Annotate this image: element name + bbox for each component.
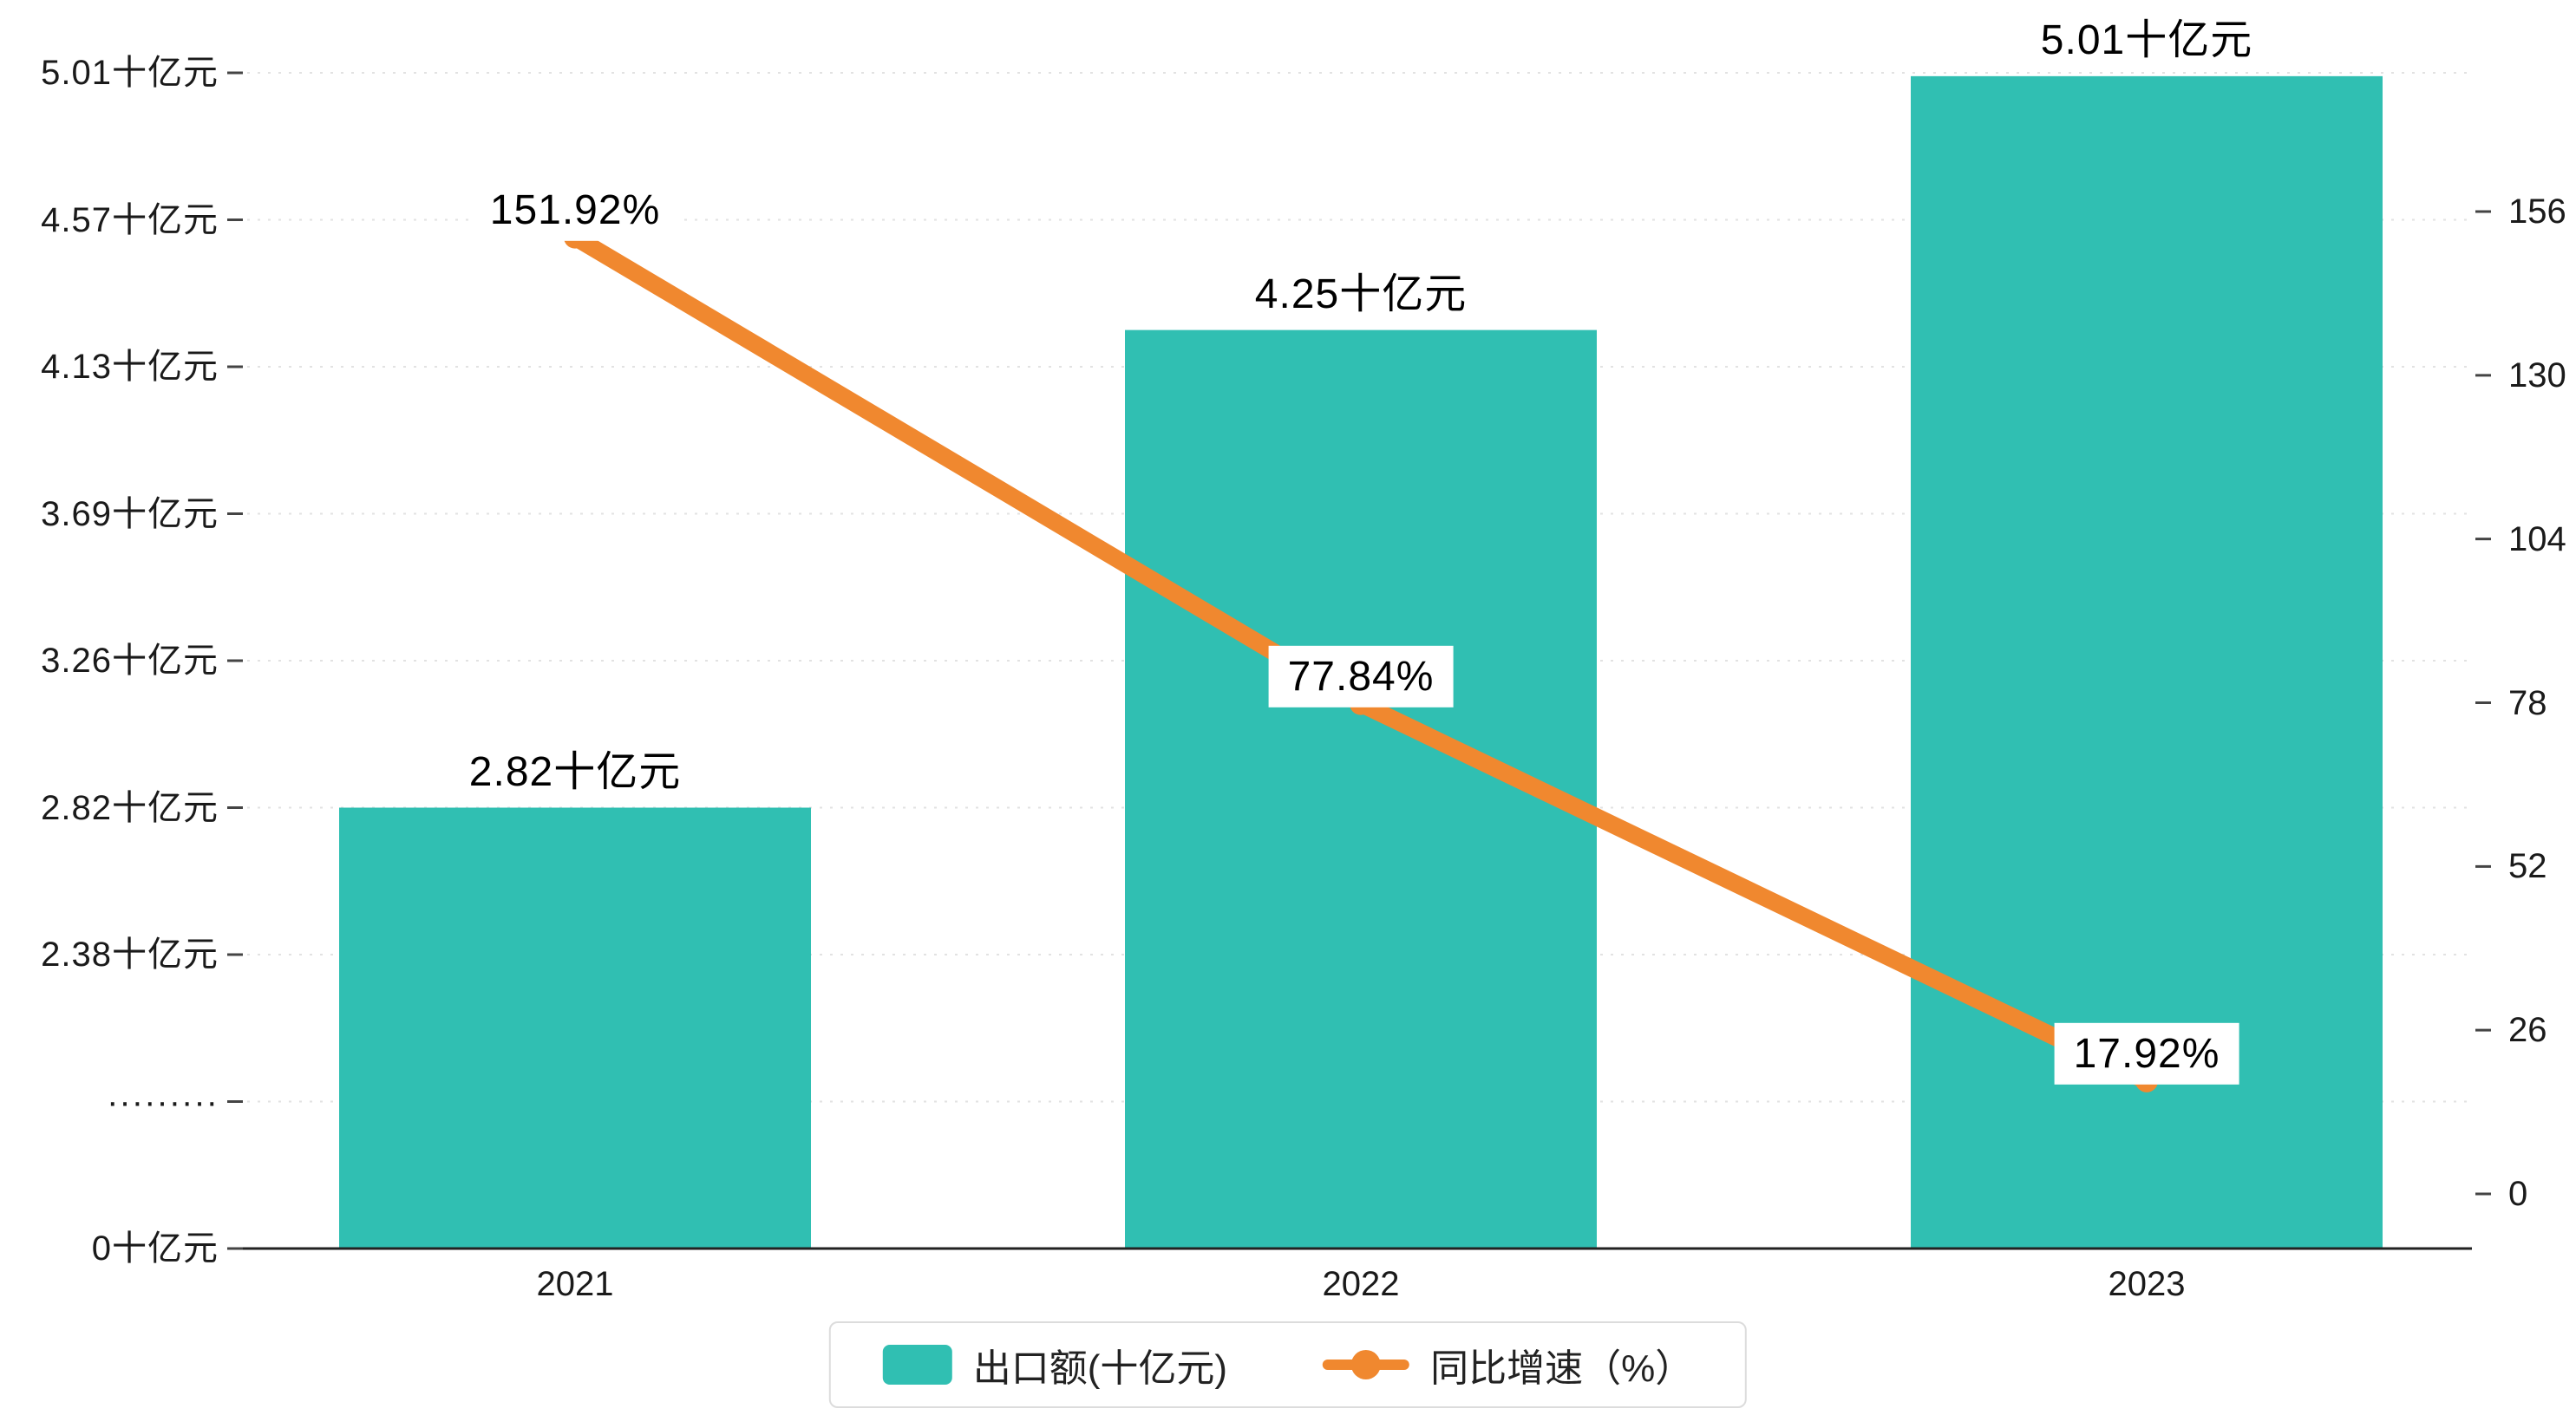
- right-axis-label: 0: [2508, 1175, 2528, 1213]
- left-axis-label: 4.57十亿元: [41, 200, 219, 239]
- legend-label-growth: 同比增速（%）: [1430, 1347, 1694, 1390]
- left-axis-label: 2.82十亿元: [41, 788, 219, 827]
- right-axis-label: 78: [2508, 683, 2547, 722]
- left-axis-label: 2.38十亿元: [41, 936, 219, 974]
- left-axis-label: 0十亿元: [91, 1229, 219, 1268]
- line-series-dot-icon: [1351, 1350, 1382, 1379]
- right-axis-label: 130: [2508, 355, 2566, 395]
- left-axis-label: 4.13十亿元: [41, 348, 219, 386]
- right-axis-label: 52: [2508, 847, 2547, 886]
- bar-series-swatch-icon: [882, 1345, 952, 1385]
- line-value-label: 151.92%: [470, 179, 680, 241]
- right-axis-label: 156: [2508, 192, 2566, 231]
- left-axis-label: 3.69十亿元: [41, 494, 219, 533]
- legend-item-growth[interactable]: 同比增速（%）: [1323, 1337, 1693, 1392]
- legend-item-export[interactable]: 出口额(十亿元): [882, 1337, 1228, 1392]
- left-axis-label: 3.26十亿元: [41, 642, 219, 680]
- x-axis-label: 2022: [1322, 1265, 1400, 1303]
- line-value-label: 17.92%: [2054, 1022, 2239, 1085]
- right-axis-label: 104: [2508, 519, 2566, 558]
- bar-value-label: 4.25十亿元: [1235, 263, 1487, 325]
- left-axis-label: 5.01十亿元: [41, 54, 219, 92]
- line-value-label: 77.84%: [1268, 645, 1454, 708]
- bar-2022[interactable]: [1125, 329, 1597, 1249]
- legend: 出口额(十亿元) 同比增速（%）: [828, 1321, 1748, 1408]
- bar-value-label: 5.01十亿元: [2021, 9, 2272, 71]
- x-axis-label: 2023: [2108, 1265, 2186, 1303]
- bar-2021[interactable]: [339, 807, 811, 1249]
- x-axis-label: 2021: [536, 1265, 614, 1303]
- bar-value-label: 2.82十亿元: [449, 740, 701, 803]
- line-series-swatch-icon: [1323, 1350, 1410, 1379]
- right-axis-label: 26: [2508, 1011, 2547, 1050]
- legend-label-export: 出口额(十亿元): [972, 1347, 1228, 1390]
- left-axis-label: ·········: [107, 1082, 219, 1121]
